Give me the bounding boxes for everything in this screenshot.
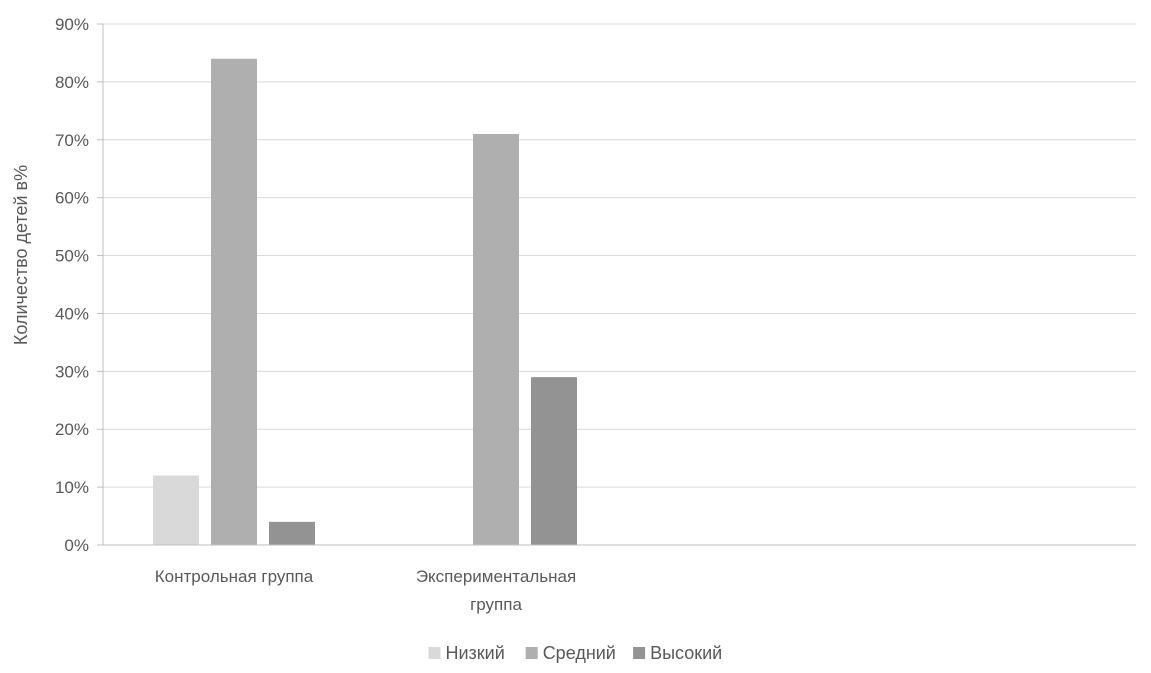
x-category-label: группа: [470, 595, 522, 614]
legend-swatch: [633, 647, 646, 659]
x-category-label: Контрольная группа: [155, 567, 314, 586]
bar-0-0: [153, 475, 199, 545]
y-tick-label: 70%: [55, 131, 89, 150]
bar-2-1: [531, 377, 577, 545]
x-category-label: Экспериментальная: [416, 567, 576, 586]
legend-swatch: [428, 647, 441, 659]
y-tick-label: 0%: [64, 536, 89, 555]
y-tick-label: 50%: [55, 247, 89, 266]
legend-swatch: [525, 647, 538, 659]
bar-2-0: [269, 521, 315, 545]
axes: 0% 10% 20% 30% 40% 50% 60% 70% 80% 90% Контрольная…: [55, 15, 1136, 614]
y-tick-label: 80%: [55, 73, 89, 92]
legend-label: Средний: [543, 643, 616, 663]
y-tick-label: 40%: [55, 304, 89, 323]
legend-label: Высокий: [650, 643, 722, 663]
bars: [153, 58, 577, 545]
y-tick-label: 10%: [55, 478, 89, 497]
gridlines: [103, 23, 1136, 488]
bar-1-0: [211, 58, 257, 545]
y-axis-title: Количество детей в%: [11, 165, 31, 345]
y-tick-label: 60%: [55, 189, 89, 208]
legend: Низкий Средний Высокий: [428, 643, 722, 663]
y-tick-label: 30%: [55, 362, 89, 381]
y-tick-label: 90%: [55, 15, 89, 34]
bar-1-1: [473, 133, 519, 545]
y-tick-label: 20%: [55, 420, 89, 439]
legend-label: Низкий: [446, 643, 505, 663]
